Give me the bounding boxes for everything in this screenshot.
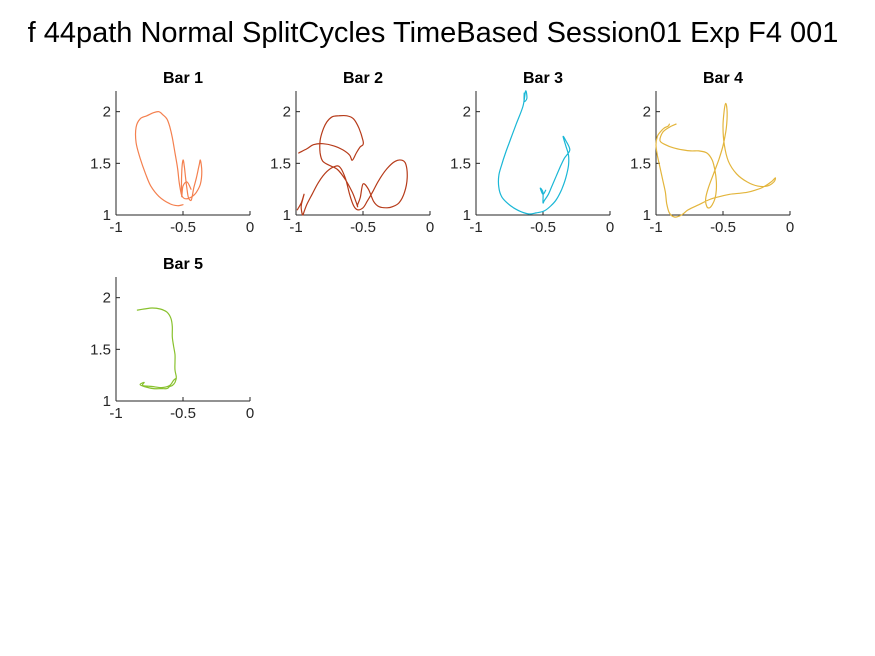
trajectory-line	[497, 90, 571, 215]
x-tick-label: 0	[606, 219, 614, 236]
x-tick-label: -0.5	[170, 405, 196, 422]
subplot-bar-5: Bar 5 -1 -0.5 0 1 1.5 2	[90, 256, 254, 422]
y-tick-label: 2	[283, 104, 291, 121]
y-tick-label: 1.5	[90, 155, 111, 172]
x-tick-label: -1	[109, 405, 122, 422]
y-tick-label: 1.5	[630, 155, 651, 172]
subplot-bar-4: Bar 4 -1 -0.5 0 1 1.5 2	[630, 70, 794, 236]
x-tick-label: -1	[109, 219, 122, 236]
x-tick-label: 0	[426, 219, 434, 236]
x-tick-label: -0.5	[710, 219, 736, 236]
y-tick-label: 2	[103, 290, 111, 307]
x-tick-label: -0.5	[170, 219, 196, 236]
trajectory-line	[134, 110, 203, 207]
subplot-title: Bar 4	[703, 70, 743, 87]
x-tick-label: -1	[289, 219, 302, 236]
subplot-title: Bar 1	[163, 70, 203, 87]
trajectory-line	[136, 307, 177, 390]
y-tick-label: 1	[283, 207, 291, 224]
subplot-title: Bar 2	[343, 70, 383, 87]
y-tick-label: 1	[103, 207, 111, 224]
y-tick-label: 2	[463, 104, 471, 121]
y-tick-label: 1	[643, 207, 651, 224]
trajectory-line	[296, 114, 408, 216]
subplot-bar-2: Bar 2 -1 -0.5 0 1 1.5 2	[270, 70, 434, 236]
x-tick-label: 0	[246, 219, 254, 236]
y-tick-label: 1.5	[270, 155, 291, 172]
y-tick-label: 2	[643, 104, 651, 121]
figure-title: f 44path Normal SplitCycles TimeBased Se…	[28, 17, 839, 49]
subplot-title: Bar 3	[523, 70, 563, 87]
x-tick-label: -1	[649, 219, 662, 236]
y-tick-label: 1.5	[450, 155, 471, 172]
trajectory-line	[655, 102, 777, 218]
y-tick-label: 1	[463, 207, 471, 224]
x-tick-label: -0.5	[530, 219, 556, 236]
x-tick-label: -0.5	[350, 219, 376, 236]
y-tick-label: 1.5	[90, 341, 111, 358]
x-tick-label: 0	[246, 405, 254, 422]
subplot-title: Bar 5	[163, 256, 203, 273]
y-tick-label: 1	[103, 393, 111, 410]
subplot-bar-3: Bar 3 -1 -0.5 0 1 1.5 2	[450, 70, 614, 236]
x-tick-label: 0	[786, 219, 794, 236]
x-tick-label: -1	[469, 219, 482, 236]
y-tick-label: 2	[103, 104, 111, 121]
subplot-grid: Bar 1 -1 -0.5 0 1 1.5 2 Bar 2 -1 -0.5 0 1 1.5 2 Bar 3 -…	[90, 70, 794, 422]
subplot-bar-1: Bar 1 -1 -0.5 0 1 1.5 2	[90, 70, 254, 236]
